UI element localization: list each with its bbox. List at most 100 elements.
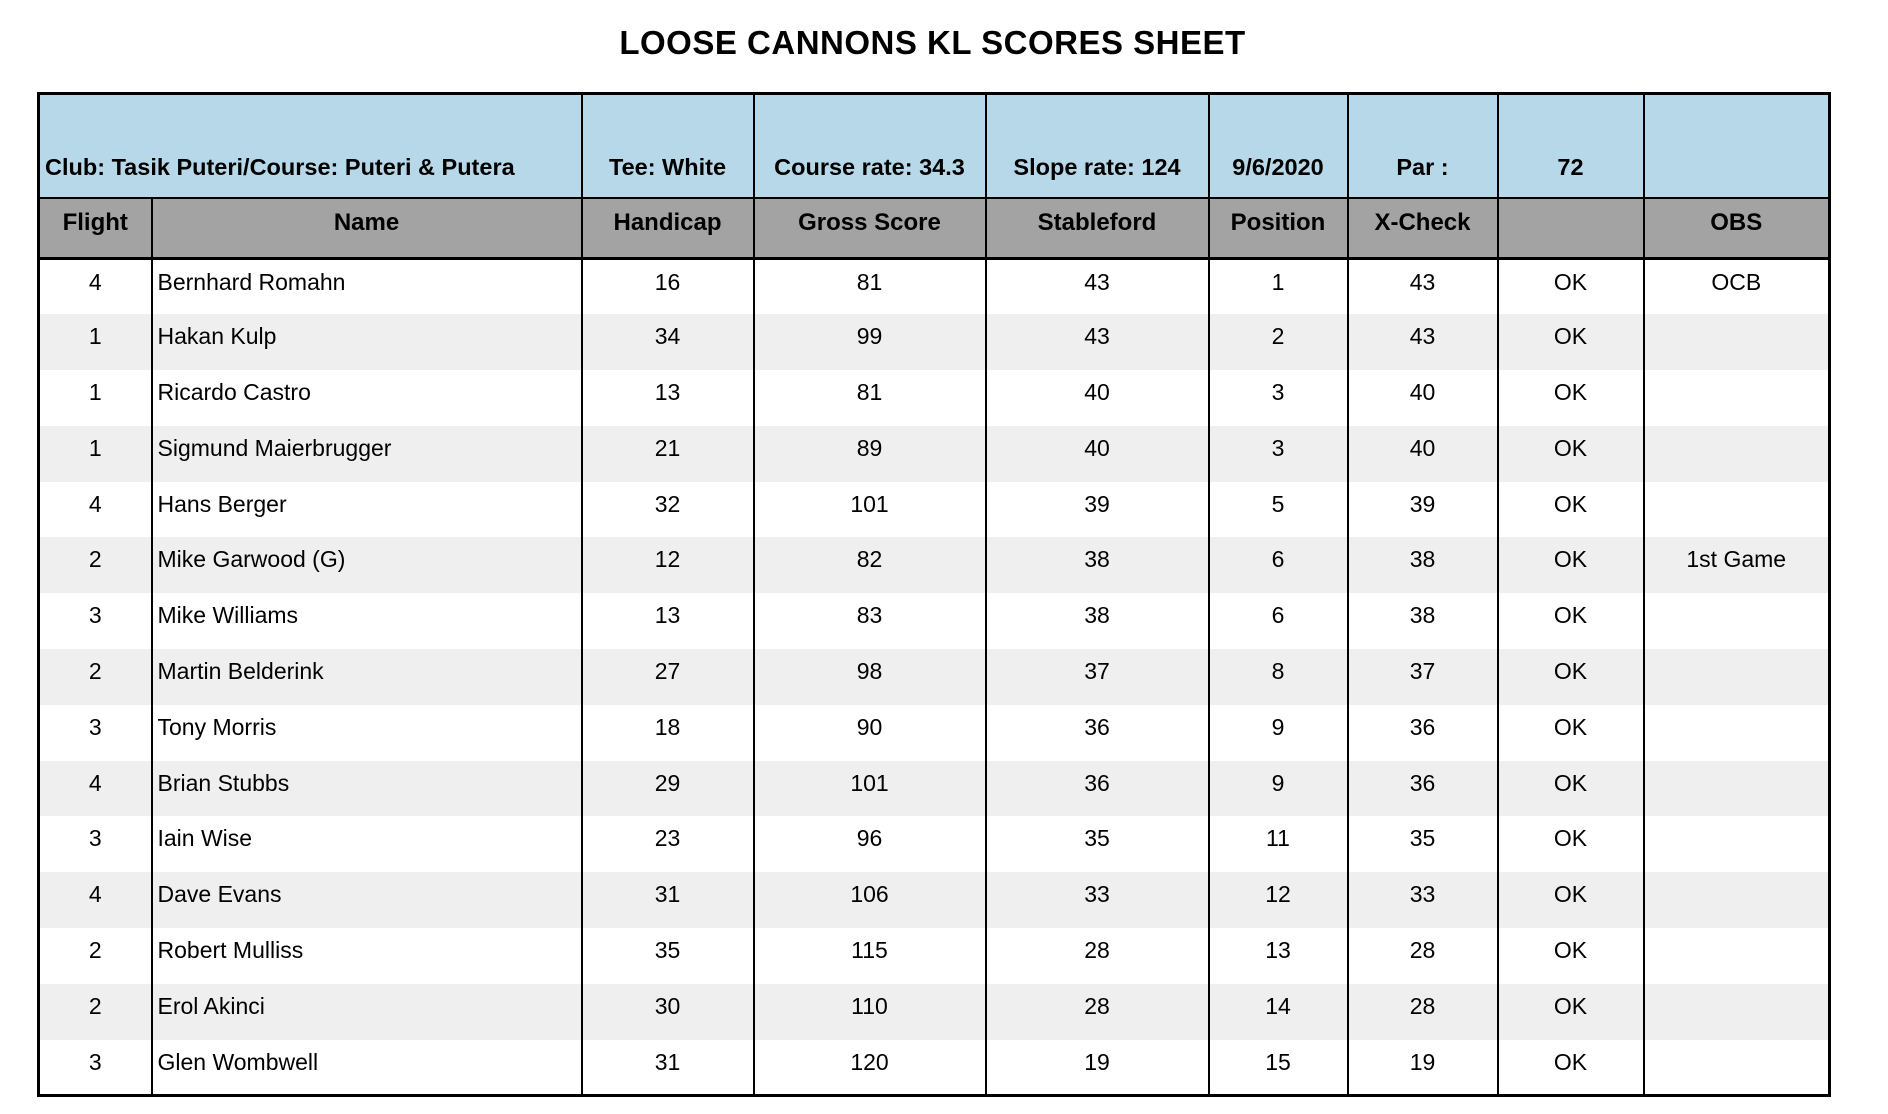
cell-x-check: 36 [1346, 704, 1499, 761]
club-course-cell: Club: Tasik Puteri/Course: Puteri & Pute… [37, 93, 583, 199]
col-header-gross-score: Gross Score [752, 197, 987, 260]
cell-position: 13 [1207, 928, 1349, 984]
cell-handicap: 35 [580, 928, 755, 984]
cell-name: Iain Wise [150, 816, 583, 873]
cell-position: 3 [1207, 370, 1349, 426]
cell-gross-score: 106 [752, 872, 987, 929]
cell-obs [1642, 760, 1831, 817]
col-header-x-check: X-Check [1346, 197, 1499, 260]
cell-gross-score: 81 [752, 258, 987, 315]
cell-x-check: 39 [1346, 481, 1499, 538]
cell-check: OK [1496, 704, 1645, 761]
cell-obs [1642, 649, 1831, 705]
cell-obs: OCB [1642, 258, 1831, 315]
cell-handicap: 16 [580, 258, 755, 315]
cell-gross-score: 82 [752, 537, 987, 594]
table-row: 3 Tony Morris 18 90 36 9 36 OK [37, 704, 1831, 761]
cell-x-check: 43 [1346, 258, 1499, 315]
col-header-position: Position [1207, 197, 1349, 260]
cell-stableford: 40 [984, 425, 1210, 482]
cell-name: Ricardo Castro [150, 370, 583, 426]
table-row: 4 Dave Evans 31 106 33 12 33 OK [37, 872, 1831, 929]
cell-x-check: 40 [1346, 370, 1499, 426]
cell-gross-score: 110 [752, 983, 987, 1040]
cell-flight: 4 [37, 872, 153, 929]
cell-name: Tony Morris [150, 704, 583, 761]
cell-handicap: 12 [580, 537, 755, 594]
cell-x-check: 19 [1346, 1039, 1499, 1096]
cell-position: 1 [1207, 258, 1349, 315]
cell-x-check: 38 [1346, 593, 1499, 650]
cell-check: OK [1496, 760, 1645, 817]
cell-name: Mike Garwood (G) [150, 537, 583, 594]
cell-check: OK [1496, 537, 1645, 594]
cell-name: Sigmund Maierbrugger [150, 425, 583, 482]
cell-handicap: 34 [580, 314, 755, 371]
cell-flight: 1 [37, 314, 153, 371]
cell-name: Dave Evans [150, 872, 583, 929]
page-title: LOOSE CANNONS KL SCORES SHEET [619, 24, 1246, 61]
cell-flight: 3 [37, 816, 153, 873]
cell-handicap: 23 [580, 816, 755, 873]
cell-flight: 4 [37, 760, 153, 817]
cell-check: OK [1496, 481, 1645, 538]
cell-obs [1642, 370, 1831, 426]
cell-flight: 1 [37, 370, 153, 426]
cell-flight: 2 [37, 649, 153, 705]
cell-position: 9 [1207, 760, 1349, 817]
cell-check: OK [1496, 314, 1645, 371]
cell-position: 11 [1207, 816, 1349, 873]
cell-name: Brian Stubbs [150, 760, 583, 817]
cell-check: OK [1496, 872, 1645, 929]
cell-obs: 1st Game [1642, 537, 1831, 594]
cell-flight: 2 [37, 983, 153, 1040]
date-cell: 9/6/2020 [1207, 93, 1349, 199]
table-row: 3 Iain Wise 23 96 35 11 35 OK [37, 816, 1831, 873]
cell-name: Mike Williams [150, 593, 583, 650]
cell-obs [1642, 1039, 1831, 1096]
table-row: 2 Martin Belderink 27 98 37 8 37 OK [37, 649, 1831, 705]
cell-stableford: 43 [984, 314, 1210, 371]
cell-gross-score: 115 [752, 928, 987, 984]
cell-stableford: 28 [984, 983, 1210, 1040]
cell-x-check: 43 [1346, 314, 1499, 371]
cell-check: OK [1496, 593, 1645, 650]
scores-tbody: 4 Bernhard Romahn 16 81 43 1 43 OK OCB 1 Hakan Kul… [37, 258, 1831, 1096]
cell-handicap: 32 [580, 481, 755, 538]
slope-rate-cell: Slope rate: 124 [984, 93, 1210, 199]
cell-x-check: 37 [1346, 649, 1499, 705]
cell-check: OK [1496, 370, 1645, 426]
cell-handicap: 31 [580, 1039, 755, 1096]
cell-obs [1642, 704, 1831, 761]
cell-stableford: 36 [984, 760, 1210, 817]
tee-cell: Tee: White [580, 93, 755, 199]
cell-obs [1642, 816, 1831, 873]
table-row: 4 Bernhard Romahn 16 81 43 1 43 OK OCB [37, 258, 1831, 315]
cell-flight: 3 [37, 1039, 153, 1096]
cell-gross-score: 89 [752, 425, 987, 482]
cell-handicap: 18 [580, 704, 755, 761]
cell-stableford: 35 [984, 816, 1210, 873]
cell-gross-score: 81 [752, 370, 987, 426]
scores-table: Club: Tasik Puteri/Course: Puteri & Pute… [37, 92, 1831, 1097]
cell-handicap: 31 [580, 872, 755, 929]
cell-name: Robert Mulliss [150, 928, 583, 984]
col-header-flight: Flight [37, 197, 153, 260]
cell-flight: 3 [37, 704, 153, 761]
table-row: 1 Hakan Kulp 34 99 43 2 43 OK [37, 314, 1831, 371]
cell-gross-score: 120 [752, 1039, 987, 1096]
course-rate-cell: Course rate: 34.3 [752, 93, 987, 199]
cell-x-check: 33 [1346, 872, 1499, 929]
col-header-obs: OBS [1642, 197, 1831, 260]
cell-position: 2 [1207, 314, 1349, 371]
table-row: 3 Mike Williams 13 83 38 6 38 OK [37, 593, 1831, 650]
cell-gross-score: 96 [752, 816, 987, 873]
cell-name: Bernhard Romahn [150, 258, 583, 315]
cell-name: Hakan Kulp [150, 314, 583, 371]
cell-name: Hans Berger [150, 481, 583, 538]
cell-handicap: 30 [580, 983, 755, 1040]
col-header-stableford: Stableford [984, 197, 1210, 260]
cell-check: OK [1496, 258, 1645, 315]
col-header-handicap: Handicap [580, 197, 755, 260]
info-row: Club: Tasik Puteri/Course: Puteri & Pute… [37, 93, 1831, 199]
